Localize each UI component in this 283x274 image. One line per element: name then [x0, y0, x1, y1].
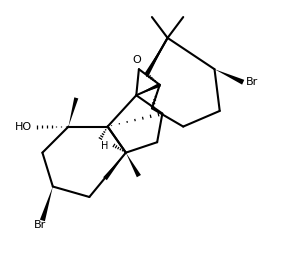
Polygon shape — [126, 153, 141, 177]
Text: HO: HO — [15, 122, 32, 132]
Polygon shape — [145, 38, 168, 76]
Polygon shape — [215, 69, 244, 85]
Text: Br: Br — [246, 77, 258, 87]
Text: O: O — [132, 55, 141, 65]
Polygon shape — [40, 187, 53, 221]
Polygon shape — [103, 153, 126, 180]
Polygon shape — [136, 83, 160, 95]
Text: H: H — [101, 141, 108, 151]
Polygon shape — [68, 97, 78, 127]
Text: Br: Br — [34, 221, 46, 230]
